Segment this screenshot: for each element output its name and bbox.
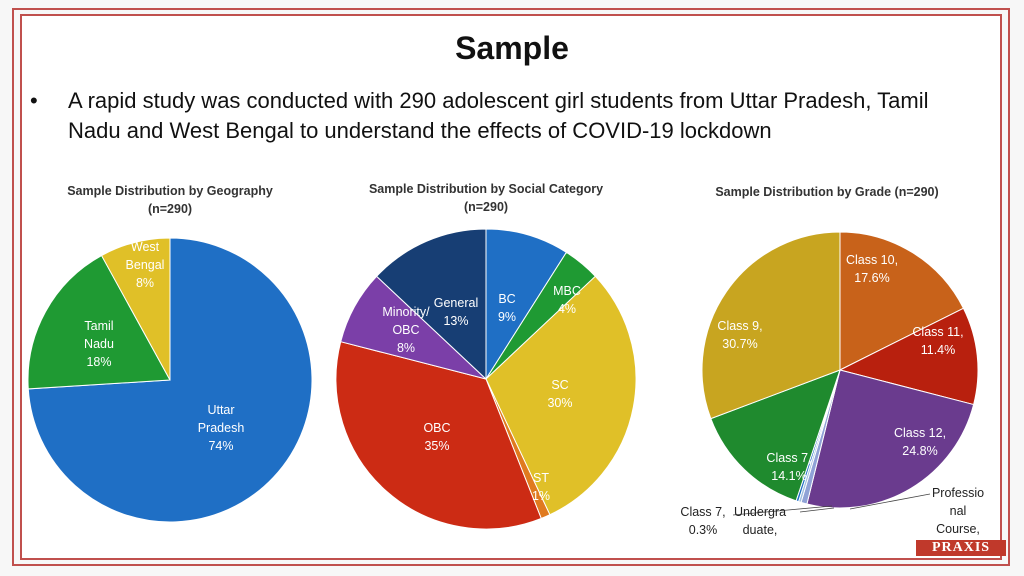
grade-label-undergraduate-4: Undergra duate, xyxy=(734,505,786,537)
grade-slice-class-7-6 xyxy=(710,369,841,502)
social-slice-bc-0 xyxy=(485,228,568,381)
social-chart-title-line1: Sample Distribution by Social Category xyxy=(368,182,604,196)
geography-label-west-bengal-2: West Bengal 8% xyxy=(126,240,165,290)
bullet-text: A rapid study was conducted with 290 ado… xyxy=(68,88,929,143)
slide-title: Sample xyxy=(455,30,569,66)
grade-label-class-7-6: Class 7, 14.1% xyxy=(766,451,811,483)
praxis-logo: PRAXIS xyxy=(916,540,1006,556)
grade-slice-class-11-1 xyxy=(838,307,979,406)
social-label-st-3: ST 1% xyxy=(532,471,550,503)
social-slice-sc-2 xyxy=(485,275,637,516)
geography-chart-title-line1: Sample Distribution by Geography xyxy=(67,184,273,198)
geography-chart-title: Sample Distribution by Geography (n=290) xyxy=(40,182,300,218)
grade-leader-line-1 xyxy=(799,507,835,513)
grade-slice-class-12-2 xyxy=(806,369,975,509)
grade-label-class-11-1: Class 11, 11.4% xyxy=(912,325,963,357)
social-slice-obc-4 xyxy=(335,341,542,530)
grade-pie-leader-lines xyxy=(732,493,931,516)
geography-label-tamil-nadu-1: Tamil Nadu 18% xyxy=(84,319,114,369)
grade-pie xyxy=(701,231,979,509)
grade-label-professional-course-3: Professio nal Course, xyxy=(932,486,984,536)
geography-slice-tamil-nadu-1 xyxy=(27,254,171,390)
geography-label-uttar-pradesh-0: Uttar Pradesh 74% xyxy=(198,403,245,453)
social-label-mbc-1: MBC 4% xyxy=(553,284,581,316)
social-category-pie xyxy=(335,228,637,530)
social-slice-general-6 xyxy=(375,228,487,381)
grade-label-class-10-0: Class 10, 17.6% xyxy=(846,253,898,285)
social-label-bc-0: BC 9% xyxy=(498,292,516,324)
social-label-general-6: General 13% xyxy=(434,296,478,328)
grade-slice-class-9-7 xyxy=(701,231,841,420)
grade-chart-title-line1: Sample Distribution by Grade (n=290) xyxy=(715,185,939,199)
pie-labels: Uttar Pradesh 74% Tamil Nadu 18% West Bengal 8% B… xyxy=(84,240,984,537)
grade-chart-title: Sample Distribution by Grade (n=290) xyxy=(690,183,964,201)
geography-chart-title-line2: (n=290) xyxy=(147,202,193,216)
grade-leader-line-2 xyxy=(849,493,931,510)
social-label-sc-2: SC 30% xyxy=(547,378,572,410)
bullet-marker: • xyxy=(30,88,38,113)
slide-frame-outer xyxy=(12,8,1010,566)
social-label-obc-4: OBC 35% xyxy=(423,421,450,453)
social-chart-title-line2: (n=290) xyxy=(463,200,509,214)
social-chart-title: Sample Distribution by Social Category (… xyxy=(346,180,626,216)
geography-slice-west-bengal-2 xyxy=(100,237,171,381)
grade-slice-class-10-0 xyxy=(839,231,965,371)
grade-label-class-12-2: Class 12, 24.8% xyxy=(894,426,946,458)
grade-label-class-9-7: Class 9, 30.7% xyxy=(717,319,762,351)
social-label-minority-obc-5: Minority/OBC 8% xyxy=(382,305,430,355)
grade-label-class-7-5: Class 7, 0.3% xyxy=(680,505,725,537)
grade-leader-line-0 xyxy=(732,505,833,516)
geography-pie xyxy=(27,237,313,523)
